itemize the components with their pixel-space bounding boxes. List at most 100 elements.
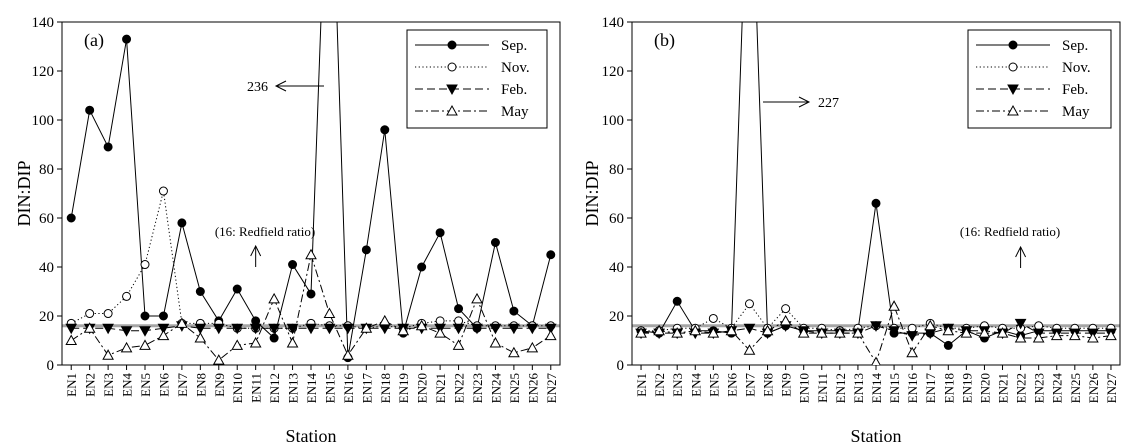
y-tick-label: 80 [39,162,54,178]
x-tick-label: EN13 [286,373,301,403]
data-point-sep [943,340,953,350]
data-point-may [725,324,738,336]
x-tick-label: EN16 [341,373,356,404]
data-point-sep [509,306,519,316]
annotation-arrowhead [798,96,811,108]
annotation-redfield-arrowhead [1015,245,1027,258]
y-tick-label: 40 [609,260,624,276]
y-tick-label: 120 [602,64,625,80]
data-point-may [471,292,483,304]
x-tick-label: EN26 [1086,373,1101,404]
data-point-may [1068,329,1081,341]
annotation-redfield-arrowhead [250,244,262,257]
data-point-may [212,354,225,365]
data-point-feb [323,323,336,335]
data-point-may [924,319,937,331]
data-point-may [942,324,955,336]
data-point-may [1032,332,1045,343]
x-tick-label: EN23 [1032,373,1047,403]
data-point-may [176,317,188,328]
data-point-sep [546,250,556,260]
x-tick-label: EN27 [544,373,559,404]
data-point-may [342,349,354,360]
y-axis-title: DIN:DIP [582,161,602,227]
data-point-feb [212,323,225,335]
data-point-sep [288,260,298,270]
data-point-may [707,327,720,338]
data-point-may [996,327,1009,338]
x-tick-label: EN8 [193,373,208,397]
data-point-nov [907,323,917,333]
legend-box [406,29,548,129]
x-tick-label: EN24 [1050,373,1065,404]
data-point-may [268,292,280,304]
data-point-sep [66,213,76,223]
legend-marker-nov [447,62,457,72]
data-point-nov [85,309,95,319]
data-point-sep [306,289,316,299]
data-point-may [526,341,539,353]
data-point-sep [672,296,682,306]
legend-marker-feb [1007,84,1019,96]
data-point-may [888,300,900,311]
data-point-may [489,336,502,348]
x-tick-label: EN21 [996,373,1011,403]
x-axis-title: Station [850,426,901,446]
x-tick-label: EN6 [724,373,739,397]
x-tick-label: EN5 [138,373,153,397]
legend-label-sep: Sep. [501,38,527,54]
x-tick-label: EN7 [175,373,190,397]
data-point-feb [743,323,756,335]
data-point-sep [871,198,881,208]
x-tick-label: EN11 [815,373,830,403]
data-point-may [452,339,465,350]
x-tick-label: EN17 [359,373,374,404]
data-point-feb [870,321,882,332]
data-point-may [286,336,299,348]
x-tick-label: EN2 [83,373,98,397]
data-point-sep [85,105,95,115]
data-point-sep [177,218,187,228]
data-point-may [797,327,810,338]
y-tick-label: 20 [39,309,54,325]
data-point-sep [435,228,445,238]
annotation-offscale-value: 236 [247,80,268,95]
data-point-may [378,314,391,326]
x-tick-label: EN25 [1068,373,1083,403]
x-tick-label: EN20 [977,373,992,403]
data-point-feb [120,326,133,337]
data-point-sep [361,245,371,255]
x-tick-label: EN1 [634,373,649,397]
annotation-redfield-label: (16: Redfield ratio) [215,224,315,239]
legend-marker-sep [447,40,457,50]
x-tick-label: EN21 [433,373,448,403]
y-tick-label: 100 [32,113,55,129]
data-point-feb [268,323,280,335]
data-point-sep [417,262,427,272]
data-point-may [779,314,792,326]
data-point-may [83,322,96,333]
annotation-arrowhead [274,80,287,92]
series-line-nov [70,190,551,329]
x-tick-label: EN27 [1104,373,1119,404]
x-tick-label: EN16 [905,373,920,404]
legend-label-feb: Feb. [1062,82,1088,98]
x-tick-label: EN13 [851,373,866,403]
legend-label-may: May [1062,104,1090,120]
data-point-may [305,248,317,260]
data-point-may [139,339,151,350]
x-tick-label: EN18 [941,373,956,403]
data-point-sep [158,311,168,321]
data-point-sep [122,34,132,44]
chart-panel-b: 0 20 40 60 80 100 120 140 EN1 EN2 EN3 EN4 EN5 EN6 EN7 E… [582,15,1121,446]
data-point-may [1105,329,1117,341]
series-line-feb [641,322,1111,337]
legend-box [967,29,1112,129]
y-tick-label: 100 [602,113,625,129]
x-tick-label: EN9 [779,373,794,397]
data-point-nov [140,260,150,270]
x-tick-label: EN6 [156,373,171,397]
data-point-may [102,349,114,360]
legend: Sep. Nov. Feb. May [406,29,548,129]
